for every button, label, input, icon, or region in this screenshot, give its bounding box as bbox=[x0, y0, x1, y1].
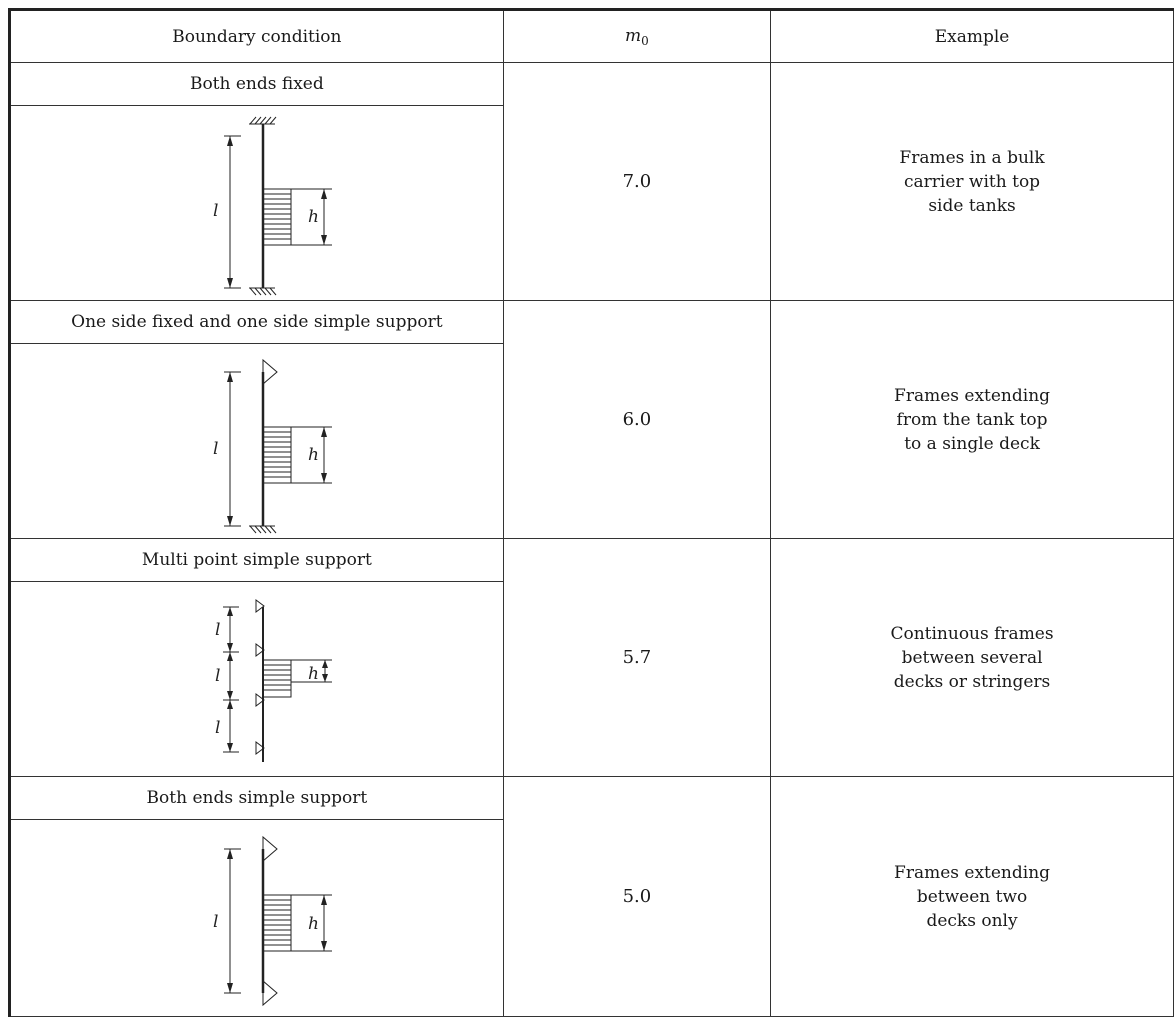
diagram-cell: l h bbox=[9, 105, 504, 301]
table-row: Both ends fixed 7.0 Frames in a bulk car… bbox=[9, 62, 1174, 301]
example-cell: Frames in a bulk carrier with top side t… bbox=[770, 62, 1174, 301]
example-line: to a single deck bbox=[904, 433, 1040, 454]
example-line: Frames extending bbox=[894, 385, 1051, 406]
m0-value: 6.0 bbox=[502, 300, 772, 539]
span-label: l bbox=[215, 666, 220, 686]
header-m0: m0 bbox=[502, 9, 772, 63]
fixed-fixed-beam-diagram: l h bbox=[213, 116, 332, 296]
header-example: Example bbox=[770, 9, 1174, 63]
example-line: decks or stringers bbox=[893, 671, 1051, 692]
table-row: Both ends simple support 5.0 Frames exte… bbox=[9, 776, 1174, 1017]
span-label: l bbox=[213, 201, 218, 221]
simple-support-top bbox=[262, 835, 278, 863]
load-label: h bbox=[308, 207, 319, 227]
table-row: Multi point simple support 5.7 Continuou… bbox=[9, 538, 1174, 777]
header-boundary-condition: Boundary condition bbox=[9, 9, 504, 63]
load-label: h bbox=[308, 664, 319, 684]
load-label: h bbox=[308, 445, 319, 465]
example-line: from the tank top bbox=[896, 409, 1048, 430]
example-line: Frames extending bbox=[894, 862, 1051, 883]
example-line: Continuous frames bbox=[890, 623, 1054, 644]
span-label: l bbox=[213, 912, 218, 932]
example-cell: Frames extending from the tank top to a … bbox=[770, 300, 1174, 539]
diagram-cell: l l l h bbox=[9, 581, 504, 777]
example-line: between two bbox=[916, 886, 1028, 907]
load-block bbox=[262, 426, 292, 484]
load-hatch bbox=[262, 899, 291, 946]
load-label: h bbox=[308, 914, 319, 934]
multi-point-beam-diagram: l l l h bbox=[215, 599, 332, 762]
span-label: l bbox=[213, 439, 218, 459]
span-label: l bbox=[215, 620, 220, 640]
diagram-row: l h bbox=[9, 105, 1174, 301]
load-block bbox=[262, 659, 292, 698]
load-block bbox=[262, 894, 292, 952]
simple-support bbox=[255, 643, 265, 657]
diagram-cell: l h bbox=[9, 819, 504, 1017]
simple-support bbox=[255, 741, 265, 755]
example-cell: Continuous frames between several decks … bbox=[770, 538, 1174, 777]
example-cell: Frames extending between two decks only bbox=[770, 776, 1174, 1017]
simple-support-bottom bbox=[262, 979, 278, 1007]
load-hatch bbox=[262, 193, 291, 240]
table-row: One side fixed and one side simple suppo… bbox=[9, 300, 1174, 539]
load-block bbox=[262, 188, 292, 246]
span-label: l bbox=[215, 718, 220, 738]
example-line: side tanks bbox=[928, 195, 1016, 216]
header-row: Boundary condition m0 Example bbox=[9, 9, 1174, 63]
hatch-bottom bbox=[249, 287, 277, 296]
diagram-row: l h bbox=[9, 343, 1174, 539]
condition-label: Multi point simple support bbox=[9, 538, 504, 582]
example-line: decks only bbox=[926, 910, 1018, 931]
hatch-bottom bbox=[249, 525, 277, 534]
diagram-row: l h bbox=[9, 819, 1174, 1017]
simple-simple-beam-diagram: l h bbox=[213, 835, 332, 1007]
example-line: carrier with top bbox=[904, 171, 1041, 192]
fixed-simple-beam-diagram: l h bbox=[213, 358, 332, 534]
diagram-cell: l h bbox=[9, 343, 504, 539]
condition-label: One side fixed and one side simple suppo… bbox=[9, 300, 504, 344]
example-line: Frames in a bulk bbox=[899, 147, 1045, 168]
simple-support bbox=[255, 599, 265, 613]
load-hatch bbox=[262, 664, 291, 691]
m0-symbol: m bbox=[625, 25, 642, 46]
m0-subscript: 0 bbox=[641, 33, 649, 48]
condition-label: Both ends simple support bbox=[9, 776, 504, 820]
m0-value: 7.0 bbox=[502, 62, 772, 301]
m0-value: 5.7 bbox=[502, 538, 772, 777]
m0-value: 5.0 bbox=[502, 776, 772, 1017]
boundary-condition-table: Boundary condition m0 Example Both ends … bbox=[8, 8, 1174, 1017]
load-hatch bbox=[262, 431, 291, 478]
condition-label: Both ends fixed bbox=[9, 62, 504, 106]
hatch-top bbox=[249, 116, 277, 125]
simple-support bbox=[255, 693, 265, 707]
simple-support-top bbox=[262, 358, 278, 386]
example-line: between several bbox=[901, 647, 1043, 668]
